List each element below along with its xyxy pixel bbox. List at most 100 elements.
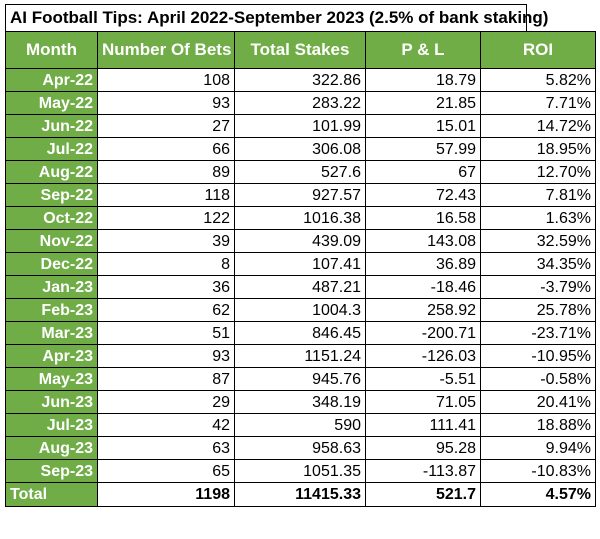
table-row: Jul-23 42 590 111.41 18.88% [5,413,596,437]
row-month: May-23 [5,367,98,391]
row-total-stakes: 283.22 [234,91,366,115]
table-row: Oct-22 122 1016.38 16.58 1.63% [5,206,596,230]
row-number-of-bets: 39 [97,229,235,253]
row-p-and-l: 15.01 [365,114,481,138]
row-number-of-bets: 36 [97,275,235,299]
row-p-and-l: 143.08 [365,229,481,253]
table-row: Sep-23 65 1051.35 -113.87 -10.83% [5,459,596,483]
row-number-of-bets: 63 [97,436,235,460]
row-number-of-bets: 66 [97,137,235,161]
row-p-and-l: -18.46 [365,275,481,299]
row-month: Aug-22 [5,160,98,184]
row-month: Apr-22 [5,68,98,92]
row-total-stakes: 348.19 [234,390,366,414]
table-row: May-23 87 945.76 -5.51 -0.58% [5,367,596,391]
row-number-of-bets: 87 [97,367,235,391]
row-roi: 18.88% [480,413,596,437]
row-number-of-bets: 62 [97,298,235,322]
total-roi: 4.57% [480,482,596,507]
row-total-stakes: 101.99 [234,114,366,138]
row-roi: 1.63% [480,206,596,230]
row-number-of-bets: 42 [97,413,235,437]
total-stakes: 11415.33 [234,482,366,507]
row-p-and-l: 67 [365,160,481,184]
row-p-and-l: 72.43 [365,183,481,207]
row-p-and-l: -113.87 [365,459,481,483]
row-month: Mar-23 [5,321,98,345]
row-number-of-bets: 118 [97,183,235,207]
row-p-and-l: 71.05 [365,390,481,414]
row-roi: 34.35% [480,252,596,276]
table-row: Aug-23 63 958.63 95.28 9.94% [5,436,596,460]
table-body: Apr-22 108 322.86 18.79 5.82% May-22 93 283.22 2… [5,68,596,483]
table-title: AI Football Tips: April 2022-September 2… [5,4,548,31]
row-p-and-l: 21.85 [365,91,481,115]
row-roi: -10.95% [480,344,596,368]
row-total-stakes: 958.63 [234,436,366,460]
row-roi: 7.81% [480,183,596,207]
row-p-and-l: 36.89 [365,252,481,276]
row-month: Jun-23 [5,390,98,414]
header-p-and-l: P & L [365,31,481,69]
row-total-stakes: 439.09 [234,229,366,253]
table-row: Feb-23 62 1004.3 258.92 25.78% [5,298,596,322]
row-month: Jan-23 [5,275,98,299]
spreadsheet: AI Football Tips: April 2022-September 2… [5,4,596,507]
row-roi: 25.78% [480,298,596,322]
header-roi: ROI [480,31,596,69]
row-p-and-l: 16.58 [365,206,481,230]
total-label: Total [5,482,98,507]
table-row: Apr-22 108 322.86 18.79 5.82% [5,68,596,92]
header-month: Month [5,31,98,69]
row-number-of-bets: 93 [97,344,235,368]
row-roi: 14.72% [480,114,596,138]
row-roi: 18.95% [480,137,596,161]
row-total-stakes: 487.21 [234,275,366,299]
row-number-of-bets: 8 [97,252,235,276]
row-p-and-l: 258.92 [365,298,481,322]
row-p-and-l: 95.28 [365,436,481,460]
table-row: Mar-23 51 846.45 -200.71 -23.71% [5,321,596,345]
row-month: Jul-23 [5,413,98,437]
table-row: Jul-22 66 306.08 57.99 18.95% [5,137,596,161]
row-total-stakes: 1004.3 [234,298,366,322]
row-total-stakes: 1151.24 [234,344,366,368]
row-month: Dec-22 [5,252,98,276]
row-month: Jun-22 [5,114,98,138]
row-total-stakes: 107.41 [234,252,366,276]
row-roi: 5.82% [480,68,596,92]
table-row: Nov-22 39 439.09 143.08 32.59% [5,229,596,253]
table-row: Jun-23 29 348.19 71.05 20.41% [5,390,596,414]
header-total-stakes: Total Stakes [234,31,366,69]
row-roi: 20.41% [480,390,596,414]
row-total-stakes: 846.45 [234,321,366,345]
row-p-and-l: -5.51 [365,367,481,391]
row-month: Apr-23 [5,344,98,368]
table-row: Apr-23 93 1151.24 -126.03 -10.95% [5,344,596,368]
total-row: Total 1198 11415.33 521.7 4.57% [5,482,596,507]
total-pl: 521.7 [365,482,481,507]
row-number-of-bets: 122 [97,206,235,230]
row-month: Sep-23 [5,459,98,483]
tips-table: Month Number Of Bets Total Stakes P & L … [5,31,596,507]
row-month: Aug-23 [5,436,98,460]
total-bets: 1198 [97,482,235,507]
row-number-of-bets: 27 [97,114,235,138]
row-roi: 12.70% [480,160,596,184]
row-roi: -3.79% [480,275,596,299]
row-month: May-22 [5,91,98,115]
table-row: Aug-22 89 527.6 67 12.70% [5,160,596,184]
row-roi: 7.71% [480,91,596,115]
row-total-stakes: 322.86 [234,68,366,92]
row-total-stakes: 945.76 [234,367,366,391]
table-row: Dec-22 8 107.41 36.89 34.35% [5,252,596,276]
row-number-of-bets: 93 [97,91,235,115]
row-number-of-bets: 65 [97,459,235,483]
row-month: Feb-23 [5,298,98,322]
row-number-of-bets: 89 [97,160,235,184]
row-p-and-l: -126.03 [365,344,481,368]
row-p-and-l: 111.41 [365,413,481,437]
row-roi: 9.94% [480,436,596,460]
row-p-and-l: 57.99 [365,137,481,161]
table-row: Jan-23 36 487.21 -18.46 -3.79% [5,275,596,299]
